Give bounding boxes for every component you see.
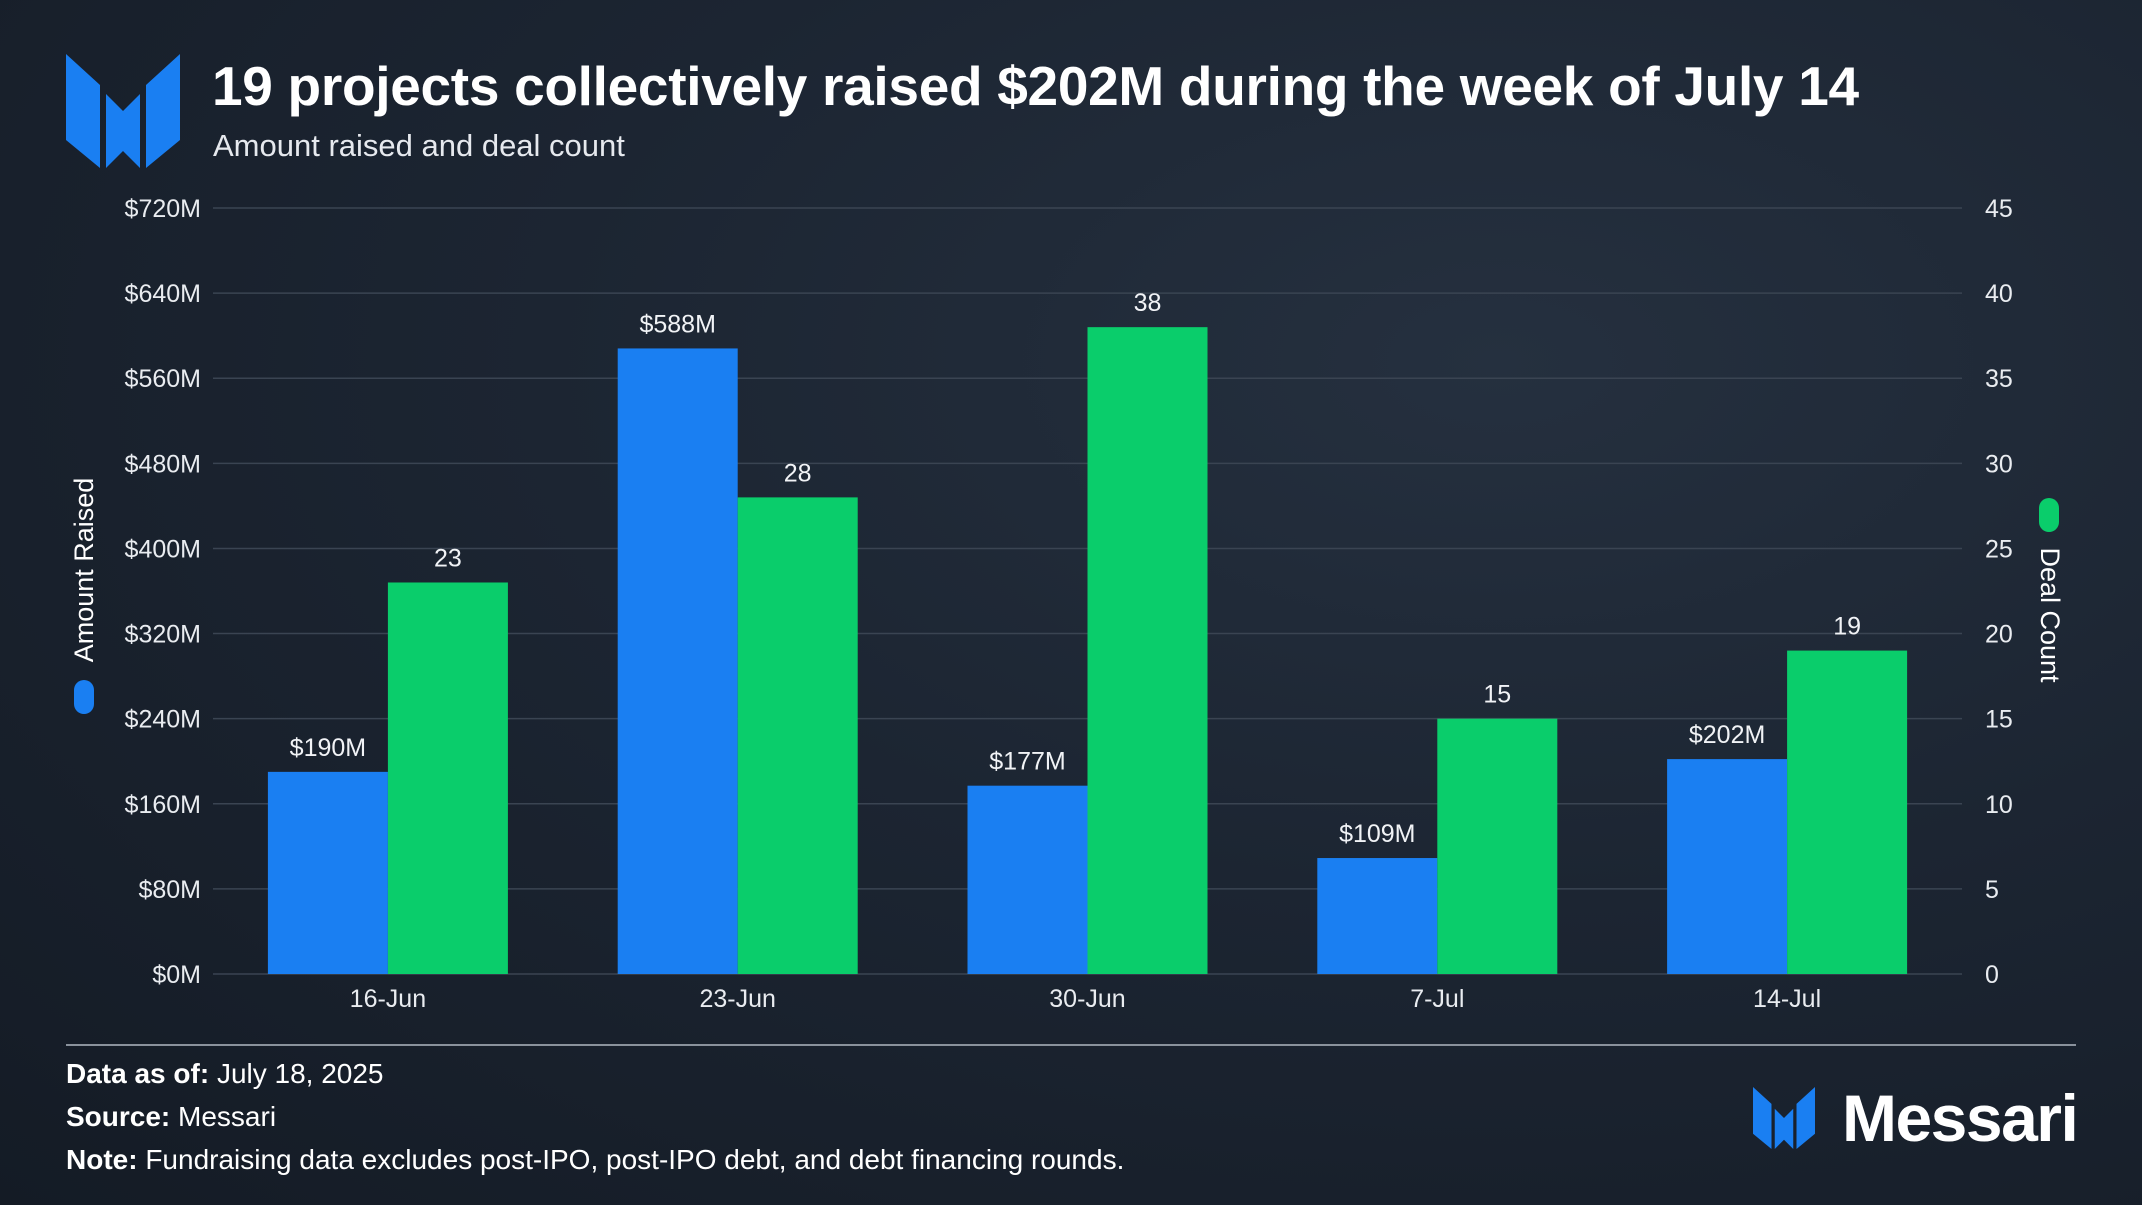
left-axis-tick: $400M (125, 535, 201, 563)
messari-brand-icon (1753, 1087, 1815, 1149)
right-axis-tick: 35 (1985, 365, 2013, 393)
amount-data-label: $190M (290, 734, 366, 762)
left-axis-tick: $560M (125, 365, 201, 393)
data-as-of-label: Data as of: (66, 1058, 210, 1089)
note-label: Note: (66, 1144, 138, 1175)
right-axis-tick: 0 (1985, 961, 1999, 989)
deal-count-data-label: 23 (434, 544, 462, 572)
chart-title: 19 projects collectively raised $202M du… (212, 55, 1859, 117)
left-axis-tick: $640M (125, 280, 201, 308)
deal-count-bar (1787, 650, 1908, 974)
deal-count-data-label: 38 (1134, 289, 1162, 317)
left-axis-title: Amount Raised (69, 478, 99, 663)
deal-count-bar (737, 497, 858, 974)
right-axis-tick: 5 (1985, 876, 1999, 904)
deal-count-data-label: 15 (1483, 681, 1511, 709)
category-label: 23-Jun (699, 985, 775, 1013)
amount-data-label: $109M (1339, 820, 1415, 848)
messari-brand: Messari (1752, 1081, 2082, 1155)
right-axis-tick: 10 (1985, 791, 2013, 819)
footer-divider (66, 1044, 2076, 1046)
amount-bar (1317, 858, 1438, 974)
source-value: Messari (178, 1101, 277, 1132)
deal-count-data-label: 19 (1833, 613, 1861, 641)
amount-bar (1667, 759, 1788, 974)
left-axis-tick: $160M (125, 791, 201, 819)
messari-logo-icon (66, 54, 180, 168)
right-axis-tick: 40 (1985, 280, 2013, 308)
data-as-of-value: July 18, 2025 (216, 1058, 384, 1089)
source-label: Source: (66, 1101, 171, 1132)
amount-data-label: $202M (1689, 721, 1765, 749)
right-axis-tick: 25 (1985, 535, 2013, 563)
category-label: 7-Jul (1410, 985, 1464, 1013)
right-axis-tick: 45 (1985, 195, 2013, 223)
right-axis-title: Deal Count (2035, 547, 2065, 683)
footer-data-as-of: Data as of: July 18, 2025 (66, 1058, 384, 1090)
footer-note: Note: Fundraising data excludes post-IPO… (66, 1144, 1124, 1176)
bar-chart: $0M $80M $160M $240M $320M $400M $480M $560M $64… (69, 195, 2065, 1013)
right-axis-tick: 30 (1985, 450, 2013, 478)
left-axis-tick: $80M (138, 876, 201, 904)
left-axis-tick: $480M (125, 450, 201, 478)
deal-count-bar (1437, 718, 1558, 974)
note-value: Fundraising data excludes post-IPO, post… (145, 1144, 1125, 1175)
deal-count-bar (1087, 327, 1208, 975)
amount-bar (967, 785, 1088, 974)
brand-name: Messari (1842, 1081, 2079, 1155)
amount-data-label: $177M (989, 748, 1065, 776)
category-label: 30-Jun (1049, 985, 1125, 1013)
right-axis-tick: 20 (1985, 621, 2013, 649)
left-axis-tick: $0M (152, 961, 201, 989)
amount-data-label: $588M (639, 310, 715, 338)
left-axis-tick: $320M (125, 621, 201, 649)
category-label: 16-Jun (350, 985, 426, 1013)
deal-count-bar (387, 582, 508, 974)
category-label: 14-Jul (1753, 985, 1821, 1013)
right-axis-tick: 15 (1985, 706, 2013, 734)
amount-bar (267, 771, 388, 974)
amount-legend-marker (74, 680, 94, 714)
deal-count-data-label: 28 (784, 459, 812, 487)
left-axis-tick: $720M (125, 195, 201, 223)
deal-count-legend-marker (2039, 498, 2059, 532)
amount-bar (617, 348, 738, 974)
left-axis-tick: $240M (125, 706, 201, 734)
footer-source: Source: Messari (66, 1101, 276, 1133)
chart-subtitle: Amount raised and deal count (213, 128, 625, 163)
